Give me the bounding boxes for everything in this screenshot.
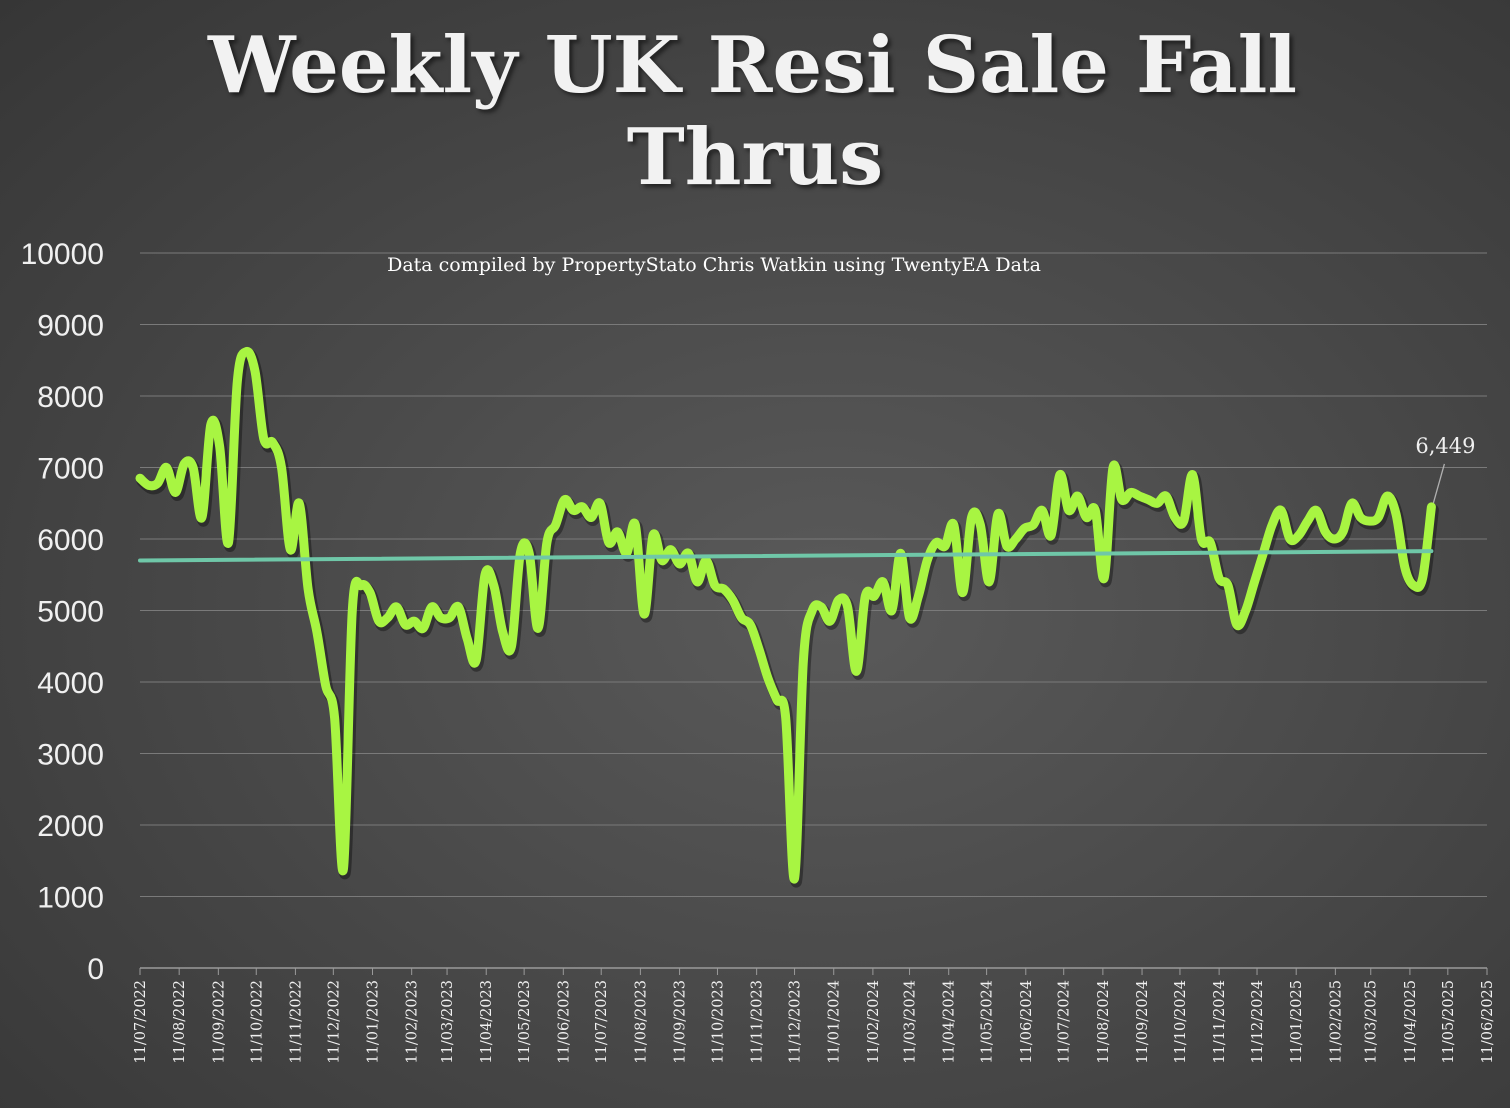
x-tick-label: 11/12/2022 [326,980,342,1064]
x-tick-label: 11/07/2022 [133,980,149,1064]
x-tick-label: 11/06/2024 [1019,980,1035,1064]
x-tick-label: 11/09/2023 [673,980,689,1064]
x-tick-label: 11/05/2023 [517,980,533,1064]
x-tick-label: 11/04/2024 [942,980,958,1064]
x-tick-label: 11/06/2023 [556,980,572,1064]
trendline-layer [138,549,1434,563]
y-tick-label: 1000 [37,882,104,915]
x-tick-label: 11/01/2025 [1289,980,1305,1064]
x-tick-label: 11/11/2022 [288,980,304,1064]
x-tick-label: 11/05/2024 [980,980,996,1064]
trendline [138,549,1434,563]
x-tick-label: 11/12/2023 [788,980,804,1064]
y-tick-label: 7000 [37,453,104,486]
x-tick-label: 11/07/2024 [1057,980,1073,1064]
chart-title: Weekly UK Resi Sale Fall Thrus [0,20,1510,204]
x-tick-label: 11/12/2024 [1250,980,1266,1064]
y-tick-label: 2000 [37,810,104,843]
x-tick-label: 11/04/2025 [1403,980,1419,1064]
x-tick-label: 11/09/2022 [211,980,227,1064]
y-tick-label: 10000 [21,238,104,271]
x-tick-label: 11/02/2025 [1328,980,1344,1064]
x-tick-label: 11/08/2024 [1096,980,1112,1064]
x-tick-label: 11/07/2023 [594,980,610,1064]
y-tick-label: 5000 [37,596,104,629]
chart-subtitle: Data compiled by PropertyStato Chris Wat… [387,254,1041,276]
x-tick-label: 11/05/2025 [1441,980,1457,1064]
x-tick-label: 11/10/2024 [1173,980,1189,1064]
x-tick-label: 11/03/2024 [903,980,919,1064]
data-label-leader [1432,463,1446,504]
series-layer [135,346,1439,888]
x-tick-label: 11/02/2024 [866,980,882,1064]
x-tick-label: 11/03/2023 [440,980,456,1064]
y-tick-label: 6000 [37,524,104,557]
y-tick-label: 0 [87,953,104,986]
gridlines [140,252,1487,897]
series-line [135,346,1436,884]
y-tick-label: 3000 [37,739,104,772]
chart-title-line-2: Thrus [626,112,884,203]
x-tick-label: 11/11/2023 [750,980,766,1064]
x-tick-label: 11/08/2023 [633,980,649,1064]
chart-title-line-1: Weekly UK Resi Sale Fall [208,20,1297,111]
x-tick-label: 11/02/2023 [405,980,421,1064]
x-tick-label: 11/10/2022 [249,980,265,1064]
y-tick-label: 9000 [37,310,104,343]
x-tick-label: 11/09/2024 [1135,980,1151,1064]
x-tick-label: 11/11/2024 [1212,980,1228,1064]
x-tick-label: 11/08/2022 [172,980,188,1064]
y-tick-label: 4000 [37,667,104,700]
last-value-label: 6,449 [1415,434,1475,458]
x-axis [139,967,1488,975]
x-tick-label: 11/10/2023 [710,980,726,1064]
y-axis-tick-labels: 0 1000 2000 3000 4000 5000 6000 7000 8000 9000 100… [21,238,104,986]
x-tick-label: 11/06/2025 [1480,980,1496,1064]
data-label-layer: 6,449 [1415,434,1475,504]
x-tick-label: 11/03/2025 [1364,980,1380,1064]
x-tick-label: 11/01/2023 [366,980,382,1064]
x-axis-tick-labels: 11/07/2022 11/08/2022 11/09/2022 11/10/2022… [133,980,1496,1064]
x-tick-label: 11/04/2023 [479,980,495,1064]
y-tick-label: 8000 [37,381,104,414]
x-tick-label: 11/01/2024 [827,980,843,1064]
